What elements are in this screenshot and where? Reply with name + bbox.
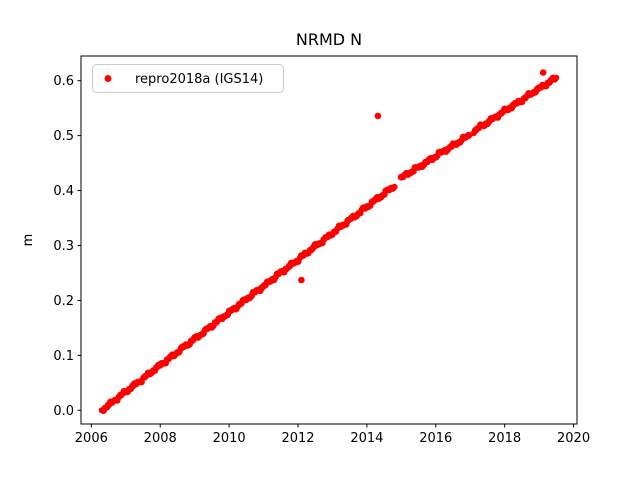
legend-label: repro2018a (IGS14) bbox=[135, 72, 263, 87]
y-tick-label: 0.0 bbox=[53, 404, 74, 419]
x-tick-label: 2018 bbox=[488, 431, 521, 446]
y-tick-label: 0.6 bbox=[53, 74, 74, 89]
y-axis-ticks: 0.0 0.1 0.2 0.3 0.4 0.5 0.6 bbox=[53, 74, 81, 419]
y-tick-label: 0.5 bbox=[53, 129, 74, 144]
x-tick-label: 2008 bbox=[144, 431, 177, 446]
outlier-point bbox=[539, 69, 547, 76]
data-point bbox=[464, 131, 473, 140]
y-tick-label: 0.2 bbox=[53, 294, 74, 309]
y-axis-label: m bbox=[21, 234, 36, 247]
x-tick-label: 2006 bbox=[75, 431, 108, 446]
outlier-point bbox=[374, 112, 382, 120]
data-point bbox=[391, 183, 398, 191]
chart-title: NRMD N bbox=[296, 30, 362, 49]
x-tick-label: 2014 bbox=[350, 431, 383, 446]
legend-marker-dot-icon bbox=[104, 75, 112, 82]
x-tick-label: 2010 bbox=[213, 431, 246, 446]
x-axis-ticks: 2006 2008 2010 2012 2014 2016 2018 2020 bbox=[75, 424, 590, 446]
outlier-point bbox=[298, 276, 305, 284]
y-tick-label: 0.3 bbox=[53, 239, 74, 254]
x-tick-label: 2020 bbox=[557, 431, 590, 446]
y-tick-label: 0.1 bbox=[53, 349, 74, 364]
legend: repro2018a (IGS14) bbox=[92, 64, 284, 93]
data-point bbox=[553, 74, 560, 81]
y-tick-label: 0.4 bbox=[53, 184, 74, 199]
x-tick-label: 2012 bbox=[281, 431, 314, 446]
scatter-series bbox=[98, 69, 560, 415]
x-tick-label: 2016 bbox=[419, 431, 452, 446]
legend-box bbox=[92, 64, 284, 93]
plot-border bbox=[80, 55, 578, 425]
